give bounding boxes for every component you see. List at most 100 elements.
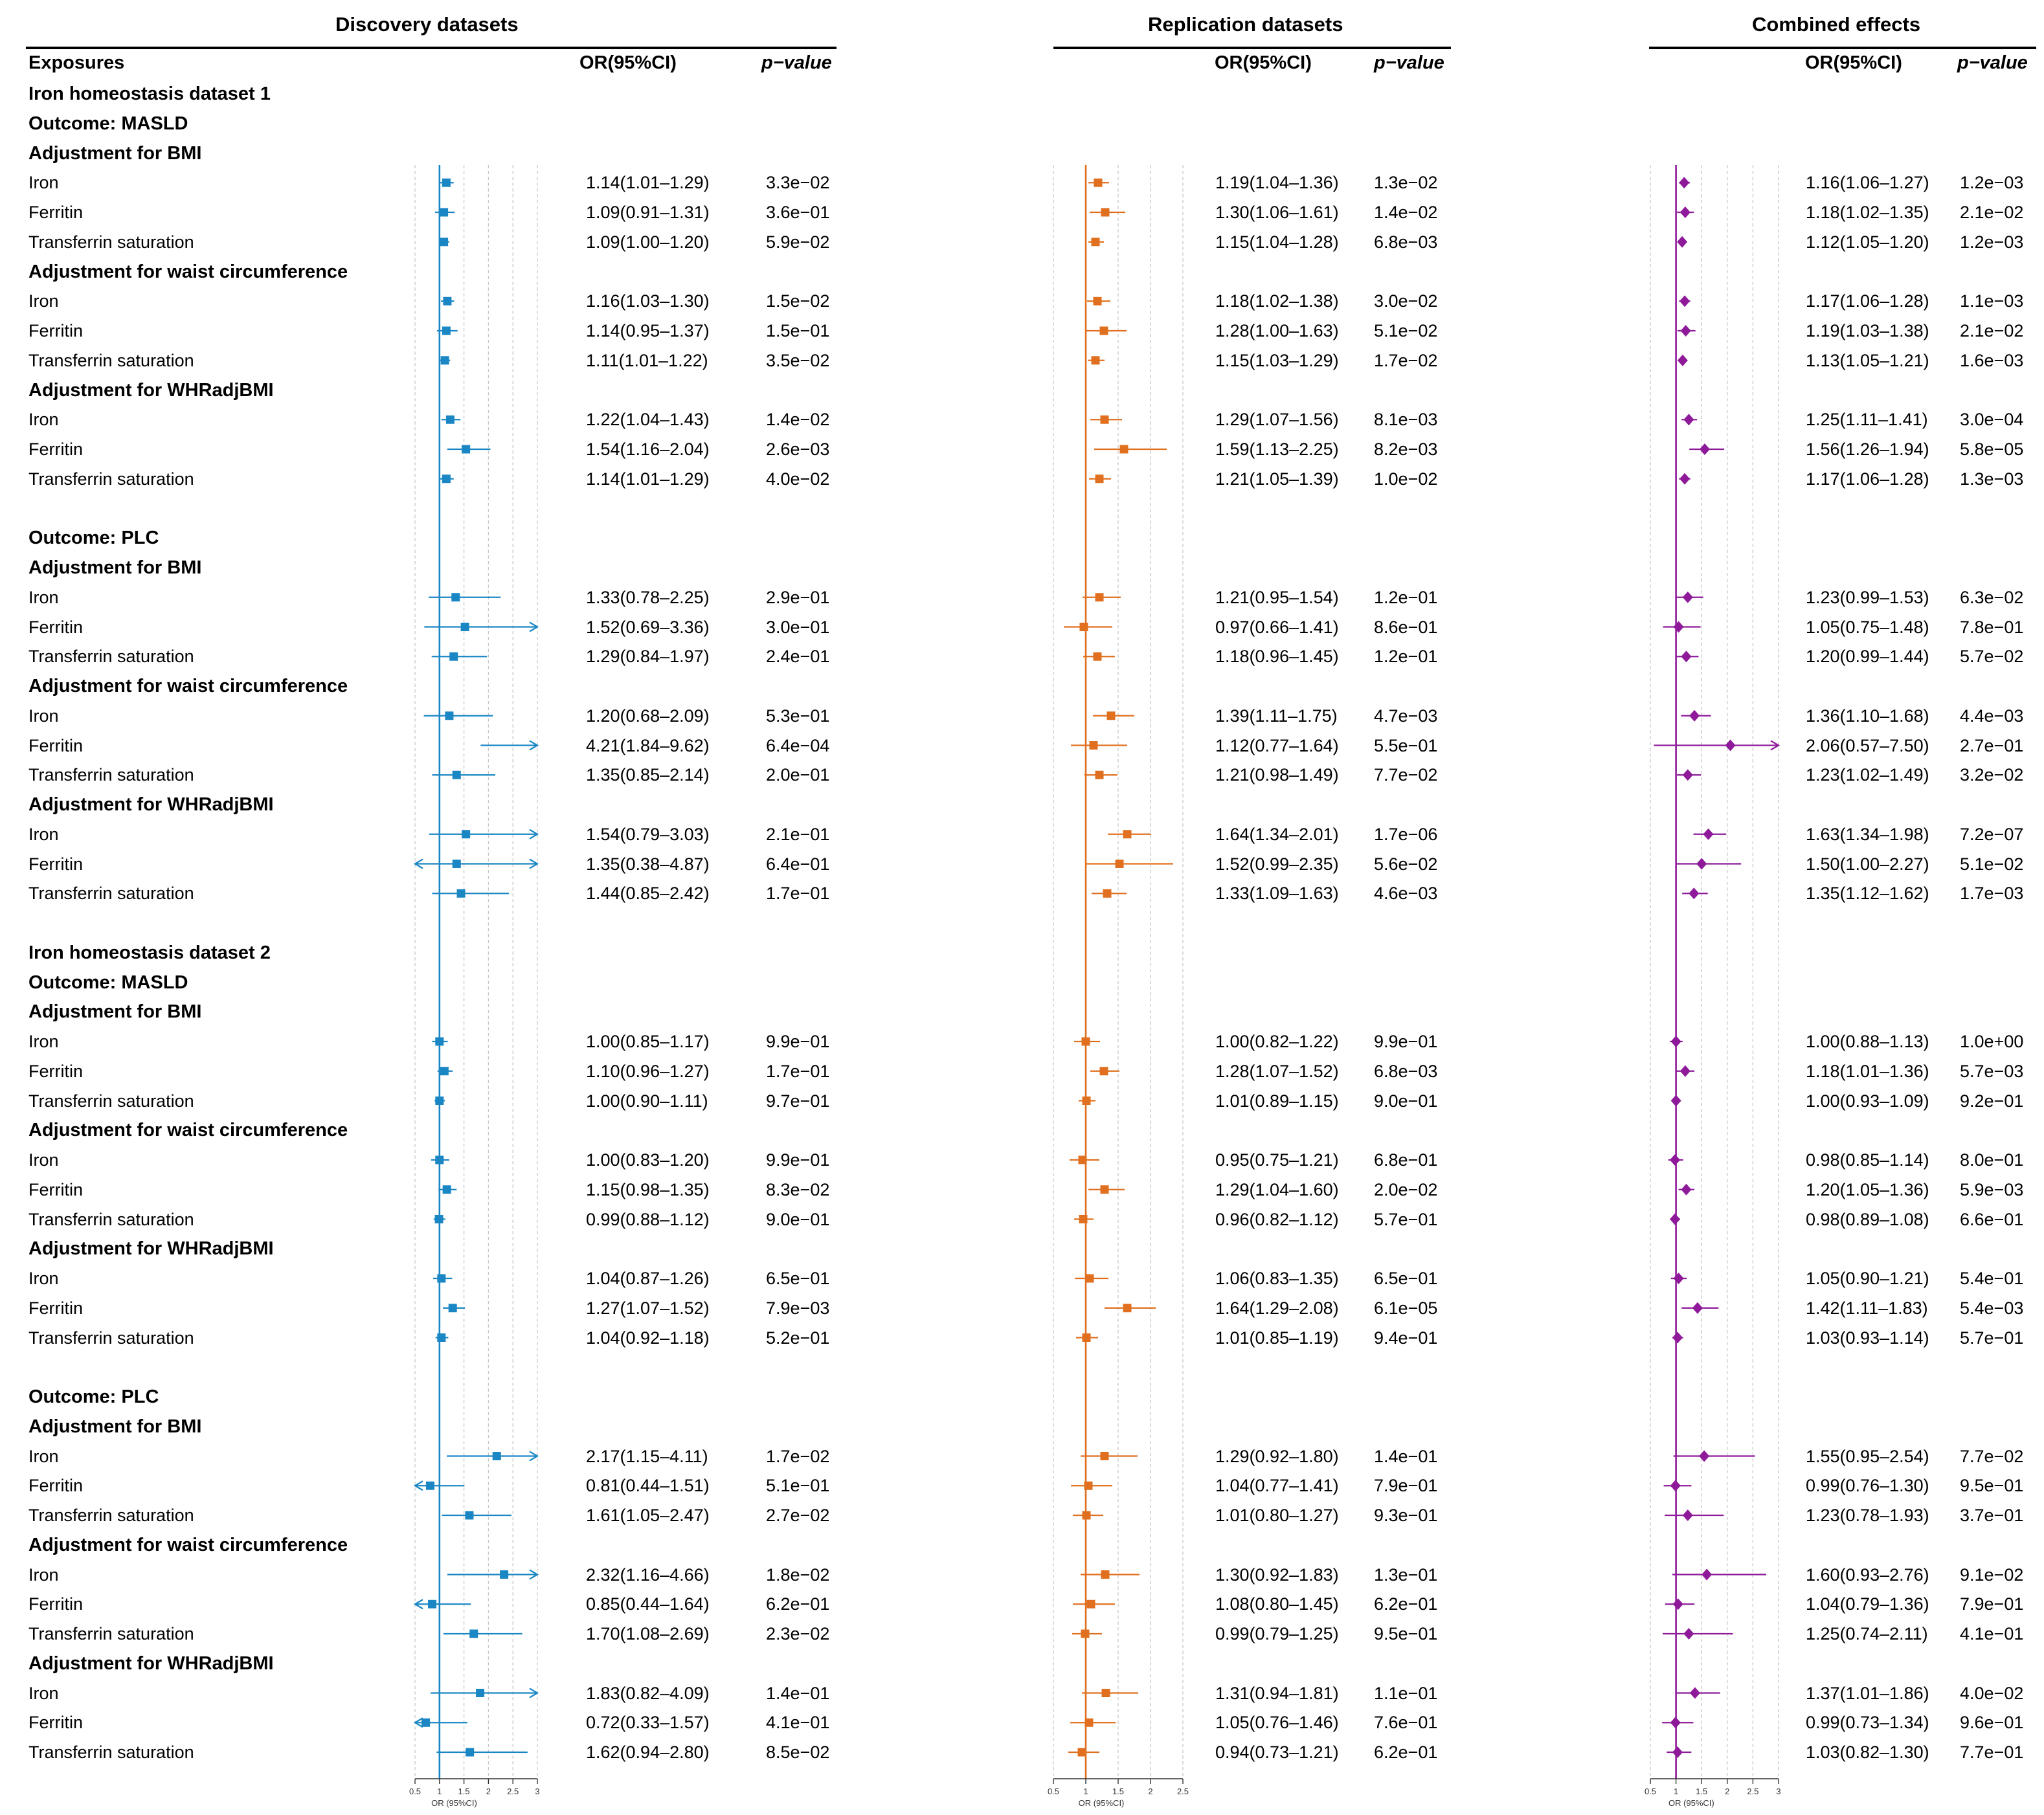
- discovery-tick-label: 2: [486, 1787, 491, 1796]
- replication-or-ci: 0.94(0.73–1.21): [1215, 1743, 1339, 1762]
- discovery-tick-label: 0.5: [409, 1787, 421, 1796]
- combined-p-value: 5.7e−01: [1960, 1328, 2024, 1348]
- replication-point-estimate: [1103, 889, 1112, 898]
- discovery-p-value: 9.7e−01: [766, 1091, 830, 1111]
- combined-point-estimate: [1681, 651, 1692, 663]
- discovery-p-value: 4.1e−01: [766, 1713, 830, 1733]
- replication-or-ci: 1.18(1.02–1.38): [1215, 291, 1339, 311]
- discovery-p-value: 2.4e−01: [766, 647, 830, 667]
- replication-point-estimate: [1095, 770, 1104, 779]
- combined-point-estimate: [1677, 354, 1688, 366]
- discovery-or-ci: 2.32(1.16–4.66): [586, 1564, 710, 1585]
- section-heading: Adjustment for BMI: [28, 1001, 202, 1023]
- discovery-or-ci: 1.14(1.01–1.29): [586, 469, 710, 489]
- combined-header-rule: [1649, 47, 2036, 49]
- replication-or-ci: 1.18(0.96–1.45): [1215, 647, 1339, 667]
- combined-p-value: 6.6e−01: [1960, 1209, 2024, 1229]
- discovery-ci-arrow: [529, 1451, 539, 1462]
- combined-point-estimate: [1682, 591, 1693, 603]
- combined-or-ci: 1.03(0.93–1.14): [1806, 1328, 1929, 1348]
- combined-or-ci: 1.63(1.34–1.98): [1806, 824, 1929, 844]
- combined-p-value: 3.2e−02: [1960, 765, 2024, 785]
- discovery-point-estimate: [476, 1689, 485, 1697]
- discovery-point-estimate: [435, 1097, 444, 1105]
- combined-or-ci: 1.25(0.74–2.11): [1806, 1624, 1928, 1643]
- replication-tick-label: 1.5: [1112, 1787, 1124, 1796]
- combined-or-ci: 1.20(1.05–1.36): [1806, 1179, 1929, 1199]
- combined-tick-label: 1: [1674, 1787, 1678, 1796]
- exposure-label: Transferrin saturation: [28, 1209, 194, 1229]
- combined-p-value: 4.4e−03: [1960, 706, 2024, 726]
- discovery-point-estimate: [442, 326, 451, 335]
- discovery-or-ci: 1.70(1.08–2.69): [586, 1624, 710, 1643]
- discovery-point-estimate: [448, 1304, 457, 1313]
- discovery-or-ci: 1.61(1.05–2.47): [586, 1506, 710, 1525]
- replication-p-value: 6.1e−05: [1374, 1298, 1438, 1318]
- combined-point-estimate: [1681, 1183, 1692, 1196]
- combined-point-estimate: [1670, 1036, 1681, 1047]
- discovery-ci-arrow: [529, 858, 539, 869]
- combined-point-estimate: [1689, 709, 1700, 722]
- discovery-p-value: 1.7e−01: [766, 884, 830, 904]
- replication-or-ci: 1.15(1.03–1.29): [1215, 350, 1339, 370]
- replication-p-value: 1.4e−02: [1374, 203, 1438, 222]
- exposure-label: Ferritin: [28, 1476, 84, 1496]
- replication-point-estimate: [1085, 1274, 1094, 1283]
- replication-or-ci: 1.31(0.94–1.81): [1215, 1683, 1339, 1703]
- combined-or-ci: 1.25(1.11–1.41): [1806, 410, 1928, 430]
- replication-p-value: 6.8e−03: [1374, 232, 1438, 252]
- discovery-point-estimate: [421, 1718, 431, 1727]
- combined-or-ci: 1.37(1.01–1.86): [1806, 1683, 1929, 1703]
- section-heading: Adjustment for waist circumference: [28, 1534, 348, 1555]
- discovery-axis-label: OR (95%CI): [431, 1798, 477, 1808]
- discovery-point-estimate: [427, 1599, 436, 1609]
- discovery-p-value: 9.0e−01: [766, 1209, 830, 1229]
- discovery-ci-arrow: [413, 1717, 423, 1728]
- discovery-point-estimate: [435, 1155, 444, 1164]
- exposure-label: Ferritin: [28, 1298, 84, 1318]
- exposure-label: Iron: [28, 1032, 59, 1051]
- discovery-p-value: 5.2e−01: [766, 1328, 830, 1348]
- replication-p-value: 5.1e−02: [1374, 321, 1438, 340]
- replication-point-estimate: [1123, 1304, 1132, 1313]
- discovery-p-value: 1.5e−01: [766, 321, 830, 340]
- discovery-ci-arrow: [529, 621, 539, 632]
- discovery-point-estimate: [435, 1037, 444, 1046]
- combined-tick-label: 2: [1725, 1787, 1729, 1796]
- discovery-point-estimate: [425, 1481, 434, 1490]
- combined-p-value: 1.0e+00: [1960, 1032, 2024, 1051]
- combined-or-ci: 1.56(1.26–1.94): [1806, 440, 1929, 459]
- discovery-or-ci: 1.62(0.94–2.80): [586, 1743, 710, 1762]
- exposure-label: Transferrin saturation: [28, 1328, 194, 1348]
- replication-tick-label: 2.5: [1177, 1787, 1189, 1796]
- discovery-p-value: 3.6e−01: [766, 203, 830, 222]
- discovery-tick-label: 1: [437, 1787, 442, 1796]
- combined-point-estimate: [1679, 206, 1690, 218]
- replication-p-value: 6.5e−01: [1374, 1269, 1438, 1288]
- replication-p-value: 4.6e−03: [1374, 884, 1438, 904]
- replication-tick-label: 0.5: [1048, 1787, 1059, 1796]
- combined-p-value: 5.4e−01: [1960, 1269, 2024, 1288]
- replication-point-estimate: [1077, 1748, 1086, 1757]
- exposure-label: Iron: [28, 173, 59, 193]
- replication-point-estimate: [1079, 1215, 1088, 1223]
- combined-point-estimate: [1672, 1746, 1683, 1758]
- combined-or-ci: 1.23(0.78–1.93): [1806, 1506, 1929, 1525]
- replication-p-value: 6.8e−01: [1374, 1150, 1438, 1170]
- combined-point-estimate: [1682, 1509, 1693, 1521]
- replication-or-ci: 1.29(1.07–1.56): [1215, 410, 1339, 430]
- discovery-or-ci: 1.09(1.00–1.20): [586, 232, 710, 252]
- replication-p-value: 1.3e−02: [1374, 173, 1438, 193]
- discovery-or-ci: 1.00(0.85–1.17): [586, 1032, 710, 1051]
- discovery-p-value: 2.6e−03: [766, 440, 830, 459]
- combined-p-value: 3.7e−01: [1960, 1506, 2024, 1525]
- replication-p-value: 9.5e−01: [1374, 1624, 1438, 1643]
- discovery-or-ci: 0.72(0.33–1.57): [586, 1713, 710, 1733]
- discovery-or-ci: 1.22(1.04–1.43): [586, 410, 710, 430]
- section-heading: Adjustment for BMI: [28, 142, 202, 164]
- replication-point-estimate: [1106, 711, 1116, 720]
- replication-p-value: 5.6e−02: [1374, 854, 1438, 874]
- combined-tick-label: 1.5: [1696, 1787, 1707, 1796]
- section-heading: Adjustment for WHRadjBMI: [28, 379, 274, 401]
